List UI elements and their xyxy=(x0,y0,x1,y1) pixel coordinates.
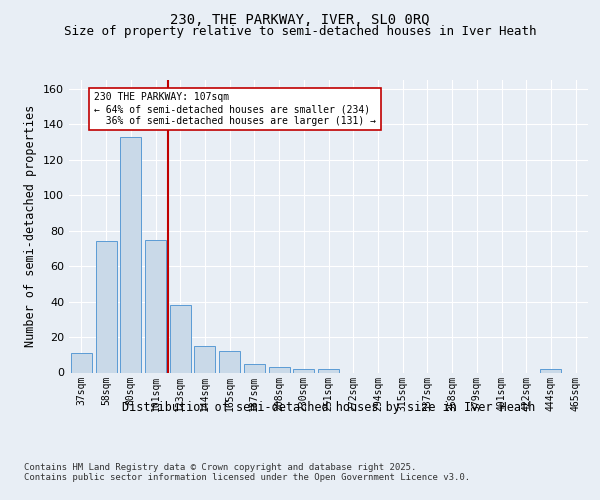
Bar xyxy=(269,367,290,372)
Bar xyxy=(170,305,191,372)
Text: 230, THE PARKWAY, IVER, SL0 0RQ: 230, THE PARKWAY, IVER, SL0 0RQ xyxy=(170,12,430,26)
Text: 230 THE PARKWAY: 107sqm
← 64% of semi-detached houses are smaller (234)
  36% of: 230 THE PARKWAY: 107sqm ← 64% of semi-de… xyxy=(94,92,376,126)
Bar xyxy=(293,369,314,372)
Text: Distribution of semi-detached houses by size in Iver Heath: Distribution of semi-detached houses by … xyxy=(122,401,535,414)
Bar xyxy=(541,369,562,372)
Text: Size of property relative to semi-detached houses in Iver Heath: Size of property relative to semi-detach… xyxy=(64,25,536,38)
Bar xyxy=(95,242,116,372)
Bar xyxy=(318,369,339,372)
Y-axis label: Number of semi-detached properties: Number of semi-detached properties xyxy=(25,105,37,348)
Bar xyxy=(145,240,166,372)
Bar xyxy=(120,136,141,372)
Text: Contains HM Land Registry data © Crown copyright and database right 2025.
Contai: Contains HM Land Registry data © Crown c… xyxy=(24,462,470,482)
Bar xyxy=(244,364,265,372)
Bar xyxy=(71,353,92,372)
Bar xyxy=(219,351,240,372)
Bar xyxy=(194,346,215,372)
